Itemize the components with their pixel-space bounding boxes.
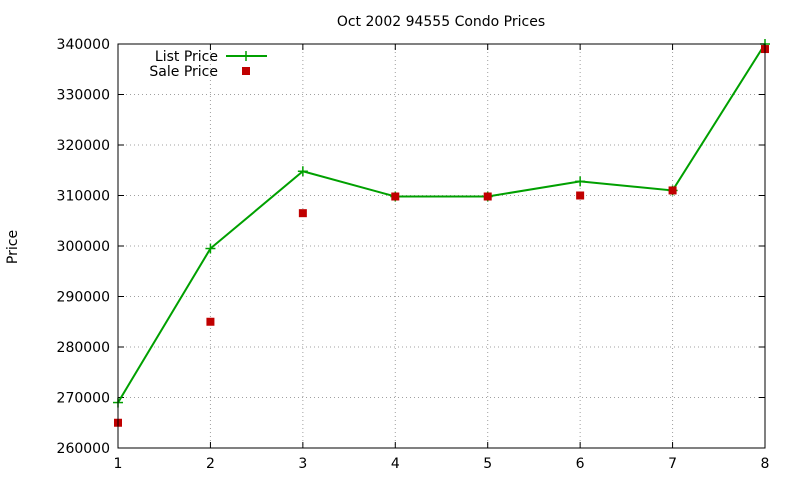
y-tick-label: 320000 (57, 138, 110, 154)
list-price-point (575, 176, 586, 187)
y-tick-label: 280000 (57, 340, 110, 356)
chart-title: Oct 2002 94555 Condo Prices (337, 14, 545, 30)
y-tick-label: 310000 (57, 189, 110, 205)
y-tick-label: 270000 (57, 391, 110, 407)
list-price-point (205, 243, 216, 254)
grid (118, 44, 765, 448)
list-price-point (297, 166, 308, 177)
axes: 260000 270000 280000 290000 300000 310000 3200… (57, 37, 770, 472)
x-tick-label: 8 (761, 456, 770, 472)
legend-label: Sale Price (149, 64, 218, 80)
y-tick-label: 260000 (57, 441, 110, 457)
x-tick-label: 2 (206, 456, 215, 472)
x-tick-label: 7 (668, 456, 677, 472)
list-price-line (117, 43, 766, 404)
x-tick-label: 4 (391, 456, 400, 472)
x-tick-label: 6 (576, 456, 585, 472)
sale-price-point (576, 191, 585, 200)
data-series (113, 39, 770, 427)
legend-marker (242, 67, 250, 75)
y-tick-label: 330000 (57, 88, 110, 104)
x-tick-label: 1 (114, 456, 123, 472)
sale-price-series (114, 45, 769, 427)
plot-frame (117, 43, 766, 449)
legend-entry-list-price: List Price (155, 49, 267, 65)
y-tick-label: 290000 (57, 290, 110, 306)
legend-marker (241, 51, 251, 61)
sale-price-point (206, 317, 215, 326)
sale-price-point (298, 209, 307, 218)
legend-label: List Price (155, 49, 218, 65)
y-axis-label: Price (5, 230, 21, 264)
sale-price-point (668, 186, 677, 195)
list-price-series (113, 39, 770, 408)
sale-price-point (483, 192, 492, 201)
y-tick-label: 300000 (57, 239, 110, 255)
y-tick-label: 340000 (57, 37, 110, 53)
x-tick-label: 5 (483, 456, 492, 472)
sale-price-point (391, 192, 400, 201)
legend-entry-sale-price: Sale Price (149, 64, 250, 80)
x-tick-label: 3 (298, 456, 307, 472)
